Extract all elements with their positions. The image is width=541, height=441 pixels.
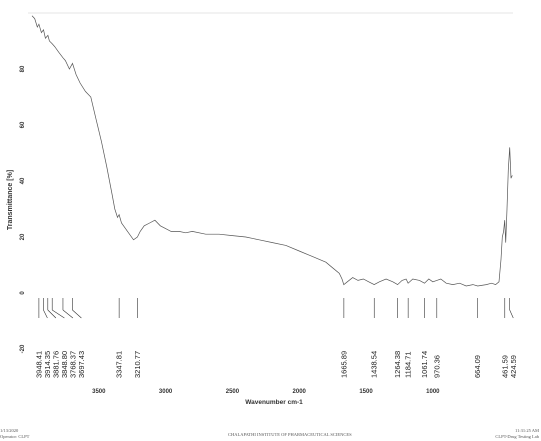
footer-date: 1/13/2020 bbox=[0, 428, 19, 433]
peak-label: 1061.74 bbox=[420, 351, 429, 378]
peak-label: 3768.37 bbox=[68, 351, 77, 378]
peak-label: 970.36 bbox=[432, 355, 441, 378]
peak-label: 3848.80 bbox=[60, 351, 69, 378]
footer-time: 11:31:25 AM bbox=[515, 428, 539, 433]
peak-label: 1184.71 bbox=[404, 351, 413, 378]
peak-label: 664.09 bbox=[473, 355, 482, 378]
peak-label: 1264.38 bbox=[393, 351, 402, 378]
peak-label: 3948.41 bbox=[34, 351, 43, 378]
peak-label: 3210.77 bbox=[133, 351, 142, 378]
x-tick-label: 2000 bbox=[293, 389, 307, 395]
x-tick-label: 1000 bbox=[426, 389, 440, 395]
x-tick-label: 2500 bbox=[226, 389, 240, 395]
peak-label: 3347.81 bbox=[115, 351, 124, 378]
peak-label: 1438.54 bbox=[370, 351, 379, 378]
y-tick-label: 60 bbox=[20, 121, 26, 128]
footer-institute: CHALAPATHI INSTITUTE OF PHARMACEUTICAL S… bbox=[228, 432, 352, 437]
peak-label: 3697.43 bbox=[77, 351, 86, 378]
x-tick-label: 1500 bbox=[359, 389, 373, 395]
footer-time-lab: 11:31:25 AM CLPT-Drug Testing Lab bbox=[495, 428, 539, 440]
x-tick-label: 3000 bbox=[159, 389, 173, 395]
peak-connector-line bbox=[509, 309, 514, 319]
peak-label: 3914.35 bbox=[43, 351, 52, 378]
peak-connector-line bbox=[72, 309, 82, 319]
footer-date-operator: 1/13/2020 Operator: CLPT bbox=[0, 428, 29, 440]
y-tick-label: -20 bbox=[20, 344, 26, 353]
peak-markers: 3948.41 3914.35 3881.76 3848.80 3768.37 3697.… bbox=[34, 298, 518, 378]
footer-lab: CLPT-Drug Testing Lab bbox=[495, 434, 539, 439]
peak-connector-line bbox=[52, 309, 65, 319]
y-tick-label: 80 bbox=[20, 65, 26, 72]
peak-connector-line bbox=[47, 309, 57, 319]
y-tick-label: 20 bbox=[20, 233, 26, 240]
peak-label: 461.59 bbox=[500, 355, 509, 378]
peak-connector-line bbox=[62, 309, 74, 319]
x-axis-ticks: 3500 3000 2500 2000 1500 1000 bbox=[92, 389, 440, 395]
peak-label: 1665.89 bbox=[339, 351, 348, 378]
peak-connector-line bbox=[43, 309, 48, 319]
footer-operator: Operator: CLPT bbox=[0, 434, 30, 439]
x-axis-title: Wavenumber cm-1 bbox=[245, 399, 303, 406]
y-tick-label: 0 bbox=[20, 291, 26, 295]
y-tick-label: 40 bbox=[20, 177, 26, 184]
x-tick-label: 3500 bbox=[92, 389, 106, 395]
y-axis-title: Transmittance [%] bbox=[7, 170, 14, 230]
peak-label: 424.59 bbox=[509, 355, 518, 378]
peak-label: 3881.76 bbox=[51, 351, 60, 378]
y-axis-ticks: 80 60 40 20 0 -20 bbox=[20, 65, 26, 353]
transmittance-line bbox=[31, 15, 513, 287]
